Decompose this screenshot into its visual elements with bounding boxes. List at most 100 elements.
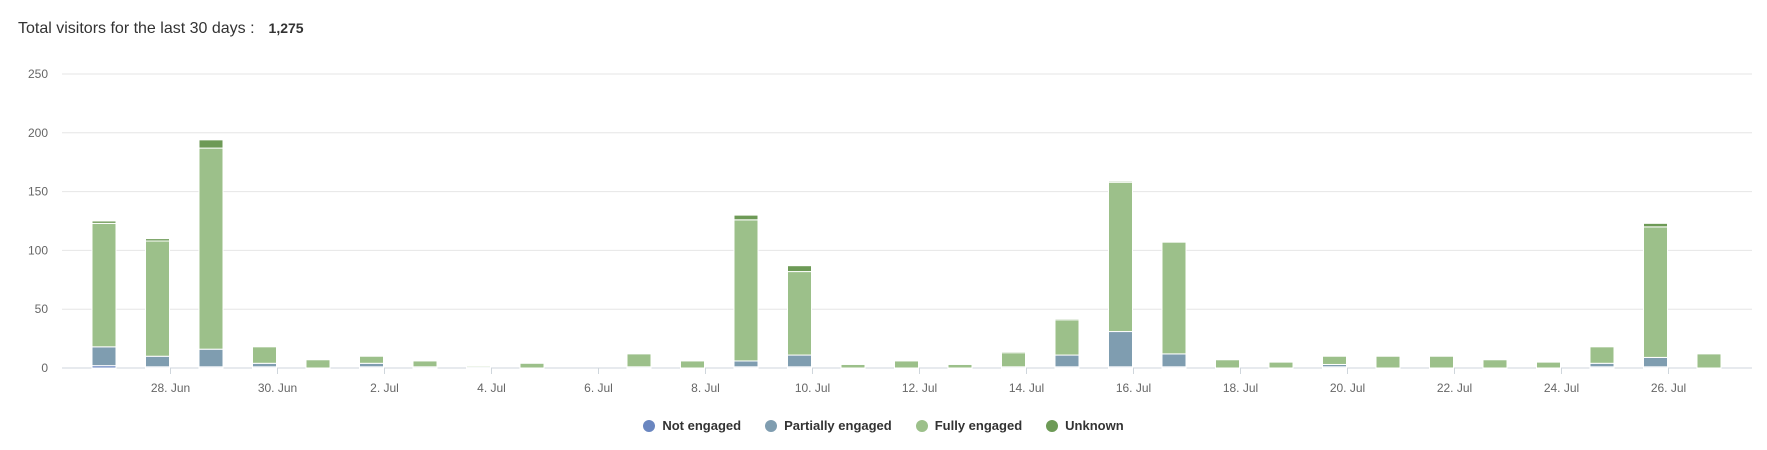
- bar-stack: [412, 360, 438, 369]
- bar-segment: [1054, 354, 1080, 368]
- bar-segment: [1001, 351, 1026, 354]
- bar-stack: [1268, 361, 1294, 369]
- bar-segment: [252, 362, 277, 368]
- x-axis: 28. Jun 30. Jun 2. Jul 4. Jul 6. Jul 8. Jul 10…: [151, 368, 1686, 395]
- legend-item[interactable]: Not engaged: [643, 418, 741, 433]
- bar-stack: [1375, 355, 1401, 369]
- stacked-bar-chart: 0 50 100 150 200 250 28. Jun 30. Jun 2. Jul 4. J…: [28, 67, 1752, 395]
- legend-item[interactable]: Unknown: [1046, 418, 1124, 433]
- x-tick-label: 10. Jul: [795, 381, 830, 395]
- bar-stack: [359, 355, 384, 369]
- legend-label: Not engaged: [662, 418, 742, 433]
- x-tick-label: 6. Jul: [584, 381, 613, 395]
- bar-segment: [1696, 353, 1722, 369]
- y-tick-label: 0: [41, 361, 48, 375]
- bar-stack: [1161, 241, 1187, 369]
- bar-segment: [733, 214, 759, 221]
- y-tick-label: 100: [28, 243, 48, 257]
- legend-dot-icon: [765, 419, 778, 432]
- bar-segment: [1589, 362, 1615, 368]
- bar-stack: [1054, 318, 1080, 369]
- bar-segment: [840, 363, 866, 369]
- bar-segment: [1643, 222, 1668, 228]
- bar-segment: [894, 360, 919, 369]
- bar-segment: [1643, 356, 1668, 368]
- y-tick-label: 250: [28, 67, 48, 81]
- bar-stack: [894, 360, 919, 369]
- x-tick-label: 28. Jun: [151, 381, 190, 395]
- bar-stack: [1696, 353, 1722, 369]
- bar-stack: [145, 238, 170, 369]
- legend-label: Unknown: [1065, 418, 1124, 433]
- bar-segment: [198, 139, 224, 149]
- bar-stack: [1536, 361, 1561, 369]
- bar-segment: [680, 360, 705, 369]
- x-tick-label: 20. Jul: [1330, 381, 1365, 395]
- bar-stack: [947, 363, 973, 369]
- bar-stack: [91, 220, 117, 369]
- legend-dot-icon: [643, 419, 656, 432]
- y-tick-label: 150: [28, 185, 48, 199]
- bar-segment: [1322, 355, 1347, 365]
- bar-segment: [1054, 319, 1080, 356]
- bar-stack: [1215, 359, 1240, 369]
- bar-segment: [1161, 241, 1187, 355]
- bar-stack: [733, 214, 759, 369]
- bar-stack: [680, 360, 705, 369]
- bar-stack: [1322, 355, 1347, 369]
- bar-segment: [359, 355, 384, 364]
- total-visitors-label: Total visitors for the last 30 days :: [18, 20, 255, 37]
- y-axis-ticks: 0 50 100 150 200 250: [28, 67, 48, 375]
- chart-header: Total visitors for the last 30 days : 1,2…: [18, 20, 304, 38]
- bar-segment: [1054, 318, 1080, 321]
- bar-segment: [1161, 353, 1187, 368]
- x-tick-label: 14. Jul: [1009, 381, 1044, 395]
- bar-segment: [145, 240, 170, 357]
- bar-segment: [198, 348, 224, 368]
- x-tick-label: 12. Jul: [902, 381, 937, 395]
- bar-segment: [519, 362, 545, 369]
- bar-stack: [1429, 355, 1454, 369]
- legend-item[interactable]: Partially engaged: [765, 418, 892, 433]
- bar-stack: [626, 353, 652, 369]
- x-tick-label: 8. Jul: [691, 381, 720, 395]
- bar-stack: [252, 346, 277, 369]
- x-tick-label: 26. Jul: [1651, 381, 1686, 395]
- bar-segment: [359, 362, 384, 368]
- legend-item[interactable]: Fully engaged: [915, 418, 1022, 433]
- bar-segment: [787, 271, 812, 356]
- bar-segment: [412, 360, 438, 368]
- bar-segment: [733, 360, 759, 368]
- bar-segment: [626, 353, 652, 368]
- bar-segment: [733, 219, 759, 362]
- bar-series: [91, 139, 1722, 369]
- bar-stack: [1001, 351, 1026, 369]
- bar-segment: [1108, 181, 1133, 333]
- bar-segment: [1108, 331, 1133, 368]
- y-tick-label: 50: [35, 302, 49, 316]
- legend-dot-icon: [915, 419, 928, 432]
- bar-segment: [1536, 361, 1561, 369]
- bar-segment: [1589, 346, 1615, 364]
- bar-segment: [1429, 355, 1454, 369]
- bar-stack: [305, 359, 331, 369]
- bar-stack: [519, 362, 545, 369]
- bar-segment: [252, 346, 277, 364]
- bar-segment: [145, 238, 170, 242]
- chart-legend: Not engaged Partially engaged Fully engage…: [0, 418, 1767, 435]
- total-visitors-value: 1,275: [268, 20, 304, 36]
- x-tick-label: 2. Jul: [370, 381, 399, 395]
- bar-stack: [198, 139, 224, 369]
- x-tick-label: 18. Jul: [1223, 381, 1258, 395]
- bar-segment: [145, 355, 170, 368]
- grid-lines: [62, 73, 1752, 369]
- bar-segment: [1001, 352, 1026, 368]
- bar-stack: [1108, 180, 1133, 369]
- bar-segment: [91, 346, 117, 367]
- bar-stack: [840, 363, 866, 369]
- x-tick-label: 24. Jul: [1544, 381, 1579, 395]
- bar-segment: [1215, 359, 1240, 369]
- bar-stack: [1643, 222, 1668, 369]
- bar-stack: [466, 365, 491, 369]
- bar-segment: [787, 265, 812, 273]
